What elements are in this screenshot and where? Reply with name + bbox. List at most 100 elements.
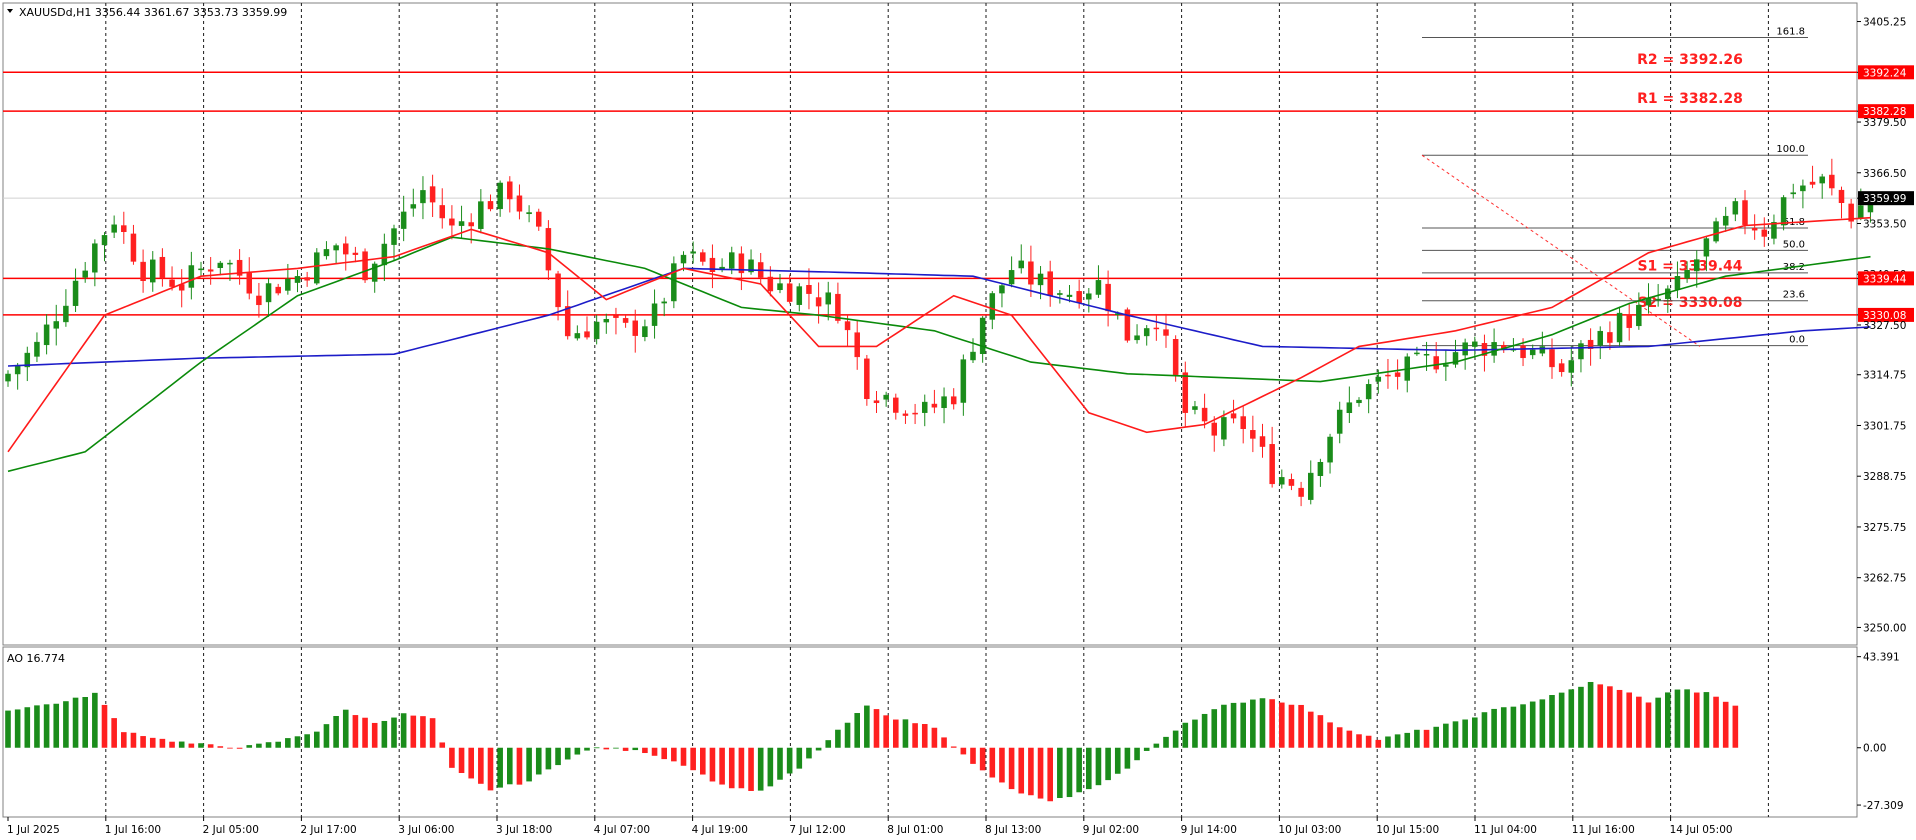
candle-body (931, 403, 938, 408)
ao-bar (767, 747, 774, 787)
ao-bar (5, 710, 11, 748)
support-resistance-lines: R2 = 3392.26 R1 = 3382.28 S1 = 3339.44 S2 =… (3, 52, 1857, 316)
candle-body (902, 413, 909, 416)
candle-body (1356, 399, 1362, 404)
candle-body (101, 235, 108, 246)
candle-body (873, 400, 880, 404)
candle-body (1694, 259, 1700, 272)
ao-bar (1346, 730, 1353, 748)
candle-body (1558, 363, 1565, 373)
time-tick-label: 10 Jul 15:00 (1376, 824, 1439, 836)
ao-bar (1192, 719, 1198, 748)
ao-bar (1365, 735, 1372, 748)
candle-body (1230, 413, 1237, 419)
ao-bar (1452, 721, 1459, 748)
ao-bar (439, 742, 446, 748)
candle-body (1858, 205, 1864, 219)
candle-body (1259, 436, 1266, 447)
candle-body (400, 211, 407, 229)
ao-bar (285, 738, 291, 748)
ao-bar (1597, 684, 1604, 748)
ao-tick-label: 43.391 (1863, 652, 1900, 664)
ao-bar (391, 717, 397, 748)
price-tick-label: 3405.25 (1863, 17, 1906, 29)
ao-bar (1607, 686, 1613, 748)
ao-bar (53, 703, 60, 748)
ao-bar (719, 747, 725, 785)
candle-body (1761, 229, 1768, 237)
candle-body (989, 293, 996, 320)
candle-body (1240, 416, 1246, 429)
candle-body (1742, 200, 1748, 225)
candle-body (603, 319, 610, 323)
ao-bar (478, 747, 484, 784)
level-label: S2 = 3330.08 (1637, 295, 1742, 311)
ao-bar (1394, 734, 1401, 748)
ao-axis: 43.391 0.00 -27.309 (1857, 652, 1904, 812)
grid-lines (3, 3, 1857, 817)
time-tick-label: 4 Jul 07:00 (594, 824, 650, 836)
candle-body (82, 270, 88, 278)
candle-body (1182, 372, 1189, 413)
candle-body (661, 301, 667, 304)
time-tick-label: 9 Jul 02:00 (1083, 824, 1139, 836)
candle-body (960, 359, 967, 403)
ao-bar (275, 741, 281, 748)
candle-body (825, 292, 831, 305)
ao-bar (1655, 697, 1661, 748)
candle-body (275, 286, 281, 294)
ao-bar (574, 747, 581, 755)
ao-bar (1105, 747, 1111, 781)
ao-bar (593, 747, 600, 749)
candle-body (1597, 330, 1603, 346)
ao-bar (613, 747, 619, 749)
time-tick-label: 4 Jul 19:00 (692, 824, 748, 836)
ao-bar (999, 747, 1005, 783)
candle-body (999, 285, 1005, 294)
current-price-label: 3359.99 (1863, 193, 1906, 205)
candle-body (970, 351, 976, 361)
ao-bar (902, 719, 909, 748)
symbol-dropdown-icon[interactable] (7, 9, 13, 13)
candle-body (1028, 261, 1034, 285)
time-tick-label: 14 Jul 05:00 (1670, 824, 1733, 836)
ao-bar (236, 747, 243, 749)
ao-tick-label: -27.309 (1863, 800, 1904, 812)
ao-bar (304, 734, 310, 748)
ao-bar (1269, 699, 1275, 748)
ao-bar (526, 747, 532, 782)
candle-body (883, 394, 889, 400)
price-tick-label: 3250.00 (1863, 622, 1906, 634)
ao-bar (1558, 692, 1565, 748)
candle-body (1211, 422, 1217, 436)
candle-body (439, 205, 445, 219)
ao-bar (1404, 732, 1411, 748)
ao-bar (864, 705, 870, 748)
ao-bar (671, 747, 677, 762)
price-tick-label: 3275.75 (1863, 522, 1906, 534)
candle-body (835, 293, 841, 321)
time-axis[interactable]: 1 Jul 2025 1 Jul 16:00 2 Jul 05:00 2 Jul 17… (7, 817, 1733, 836)
candle-body (1703, 238, 1710, 257)
ao-bar (1626, 692, 1632, 748)
candle-body (314, 252, 320, 284)
ao-bar (314, 731, 320, 748)
ao-bar (1259, 698, 1266, 748)
time-tick-label: 8 Jul 13:00 (985, 824, 1041, 836)
ao-bar (1375, 739, 1382, 748)
ao-bar (1481, 712, 1488, 748)
ao-bar (43, 704, 50, 748)
candle-body (1819, 176, 1825, 184)
candle-body (497, 182, 503, 210)
ao-bar (362, 717, 368, 748)
candle-body (1732, 201, 1739, 215)
candle-body (63, 305, 69, 323)
candle-body (420, 190, 426, 204)
candle-body (1327, 436, 1333, 463)
ao-bar (979, 747, 986, 771)
candle-body (1308, 472, 1314, 500)
